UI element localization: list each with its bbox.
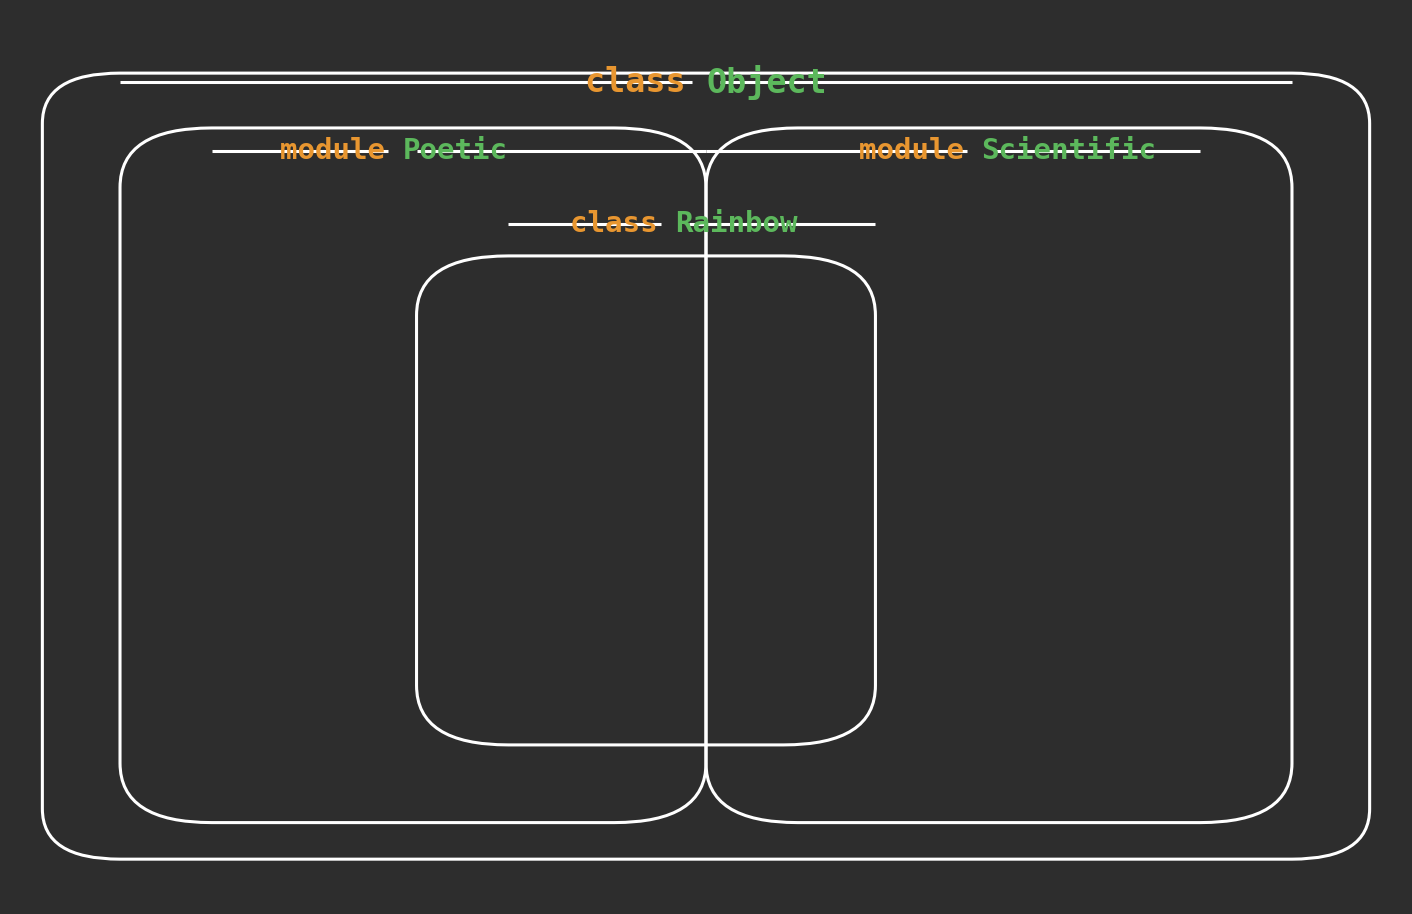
Text: Object: Object <box>706 65 827 100</box>
Text: class: class <box>570 210 675 238</box>
Text: Rainbow: Rainbow <box>675 210 798 238</box>
Text: Scientific: Scientific <box>981 137 1156 165</box>
Text: class: class <box>585 66 706 99</box>
Text: Poetic: Poetic <box>402 137 507 165</box>
Text: module: module <box>858 137 981 165</box>
Text: module: module <box>280 137 402 165</box>
